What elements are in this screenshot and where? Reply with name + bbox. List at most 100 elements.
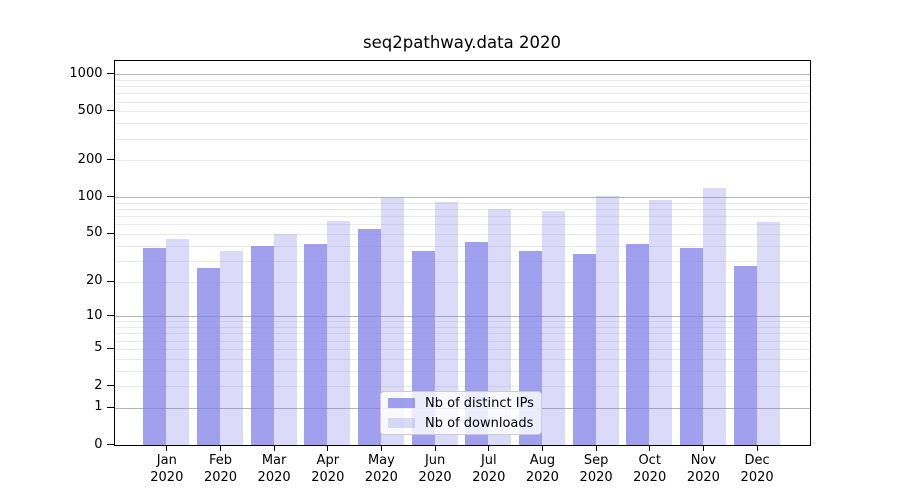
x-tick-label-month: Nov xyxy=(690,453,717,468)
x-tick-label-month: Mar xyxy=(261,453,287,468)
x-tick-mark-oct xyxy=(649,446,651,451)
x-tick-label-year: 2020 xyxy=(579,469,613,485)
bar-distinct-ips-may xyxy=(357,228,381,445)
bar-downloads-may xyxy=(380,198,404,445)
x-tick-label-month: Jun xyxy=(424,453,446,468)
x-tick-mark-apr xyxy=(327,446,329,451)
x-tick-label-month: Jan xyxy=(156,453,177,468)
x-tick-mark-jan xyxy=(166,446,168,451)
gridline-minor-600 xyxy=(114,101,810,103)
bar-downloads-feb xyxy=(220,250,243,445)
x-tick-mark-mar xyxy=(273,446,275,451)
bar-distinct-ips-apr xyxy=(304,243,328,445)
x-tick-mark-jun xyxy=(434,446,436,451)
x-tick-label-year: 2020 xyxy=(311,469,345,485)
x-tick-label-sep: Sep 2020 xyxy=(568,453,624,486)
y-tick-label-5: 5 xyxy=(94,340,103,356)
bar-distinct-ips-jan xyxy=(143,247,167,445)
bar-downloads-dec xyxy=(756,221,780,445)
bar-distinct-ips-feb xyxy=(197,268,220,445)
legend-item-downloads: Nb of downloads xyxy=(381,415,541,432)
gridline-minor-60 xyxy=(114,224,810,226)
x-tick-label-feb: Feb 2020 xyxy=(193,453,249,486)
y-tick-label-10: 10 xyxy=(85,307,103,323)
bar-distinct-ips-dec xyxy=(733,266,757,445)
y-tick-mark-2 xyxy=(106,385,114,387)
gridline-minor-8 xyxy=(114,327,810,329)
bar-downloads-jan xyxy=(166,238,190,445)
x-tick-mark-sep xyxy=(595,446,597,451)
x-tick-label-jan: Jan 2020 xyxy=(139,453,195,486)
y-tick-mark-1 xyxy=(106,406,114,408)
y-tick-mark-20 xyxy=(106,280,114,282)
y-tick-label-2: 2 xyxy=(94,377,103,393)
y-tick-mark-5 xyxy=(106,347,114,349)
x-tick-label-year: 2020 xyxy=(257,469,291,485)
x-tick-label-year: 2020 xyxy=(418,469,452,485)
gridline-minor-400 xyxy=(114,123,810,125)
legend-swatch-distinct-ips xyxy=(388,398,415,408)
x-tick-label-year: 2020 xyxy=(686,469,720,485)
y-tick-mark-1000 xyxy=(106,73,114,75)
y-tick-label-500: 500 xyxy=(77,102,103,118)
x-tick-label-apr: Apr 2020 xyxy=(300,453,356,486)
x-tick-mark-dec xyxy=(756,446,758,451)
x-tick-label-aug: Aug 2020 xyxy=(514,453,570,486)
x-tick-label-month: Dec xyxy=(744,453,770,468)
gridline-minor-90 xyxy=(114,202,810,204)
grid-layer xyxy=(114,61,810,445)
x-tick-label-year: 2020 xyxy=(150,469,184,485)
gridline-minor-2 xyxy=(114,386,810,387)
gridline-minor-700 xyxy=(114,93,810,95)
y-tick-mark-50 xyxy=(106,232,114,235)
gridline-minor-4 xyxy=(114,358,810,360)
gridline-major-1000 xyxy=(114,74,810,76)
x-tick-label-month: May xyxy=(367,453,395,468)
legend-swatch-downloads xyxy=(388,418,415,428)
gridline-minor-800 xyxy=(114,86,810,88)
x-tick-label-month: Apr xyxy=(316,453,340,468)
y-tick-mark-0 xyxy=(106,444,114,446)
x-tick-label-year: 2020 xyxy=(633,469,667,485)
chart-title: seq2pathway.data 2020 xyxy=(363,33,561,52)
gridline-minor-5 xyxy=(114,348,810,350)
bar-distinct-ips-sep xyxy=(572,253,596,445)
gridline-minor-500 xyxy=(114,111,810,113)
bar-downloads-mar xyxy=(273,234,297,445)
x-tick-mark-may xyxy=(380,446,382,451)
bar-downloads-apr xyxy=(327,220,351,445)
bar-distinct-ips-nov xyxy=(679,247,703,445)
gridline-minor-200 xyxy=(114,160,810,162)
legend-label-distinct-ips: Nb of distinct IPs xyxy=(425,395,534,411)
x-tick-label-mar: Mar 2020 xyxy=(246,453,302,486)
bar-downloads-nov xyxy=(702,187,726,445)
gridline-minor-6 xyxy=(114,340,810,342)
x-tick-label-month: Jul xyxy=(480,453,497,468)
y-tick-mark-10 xyxy=(106,315,114,317)
bar-downloads-sep xyxy=(595,196,619,445)
gridline-major-100 xyxy=(114,197,810,199)
bar-distinct-ips-oct xyxy=(626,243,650,445)
gridline-minor-80 xyxy=(114,209,810,211)
x-tick-label-month: Sep xyxy=(583,453,609,468)
y-tick-mark-200 xyxy=(106,159,114,161)
y-tick-label-200: 200 xyxy=(77,151,103,167)
x-tick-label-year: 2020 xyxy=(740,469,774,485)
gridline-minor-20 xyxy=(114,281,810,283)
x-tick-label-jul: Jul 2020 xyxy=(461,453,517,486)
x-tick-label-month: Aug xyxy=(529,453,556,468)
legend-label-downloads: Nb of downloads xyxy=(425,415,534,431)
x-tick-label-dec: Dec 2020 xyxy=(729,453,785,486)
x-tick-label-oct: Oct 2020 xyxy=(622,453,678,486)
bar-downloads-oct xyxy=(649,200,673,445)
bar-downloads-aug xyxy=(541,210,565,445)
y-tick-label-50: 50 xyxy=(85,225,103,241)
y-tick-mark-100 xyxy=(106,196,114,198)
bar-downloads-jun xyxy=(434,202,458,445)
x-tick-mark-feb xyxy=(219,446,222,451)
x-tick-label-jun: Jun 2020 xyxy=(407,453,463,486)
gridline-minor-300 xyxy=(114,138,810,140)
bars-layer xyxy=(115,61,810,445)
y-tick-label-100: 100 xyxy=(77,188,103,204)
